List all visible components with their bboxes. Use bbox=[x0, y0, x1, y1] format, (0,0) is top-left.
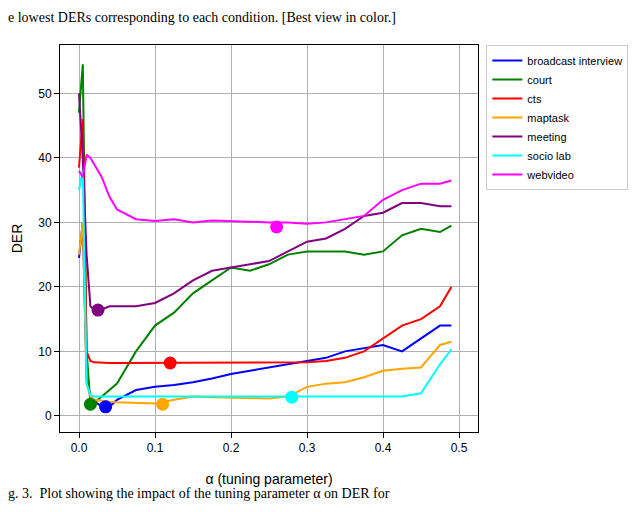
svg-text:30: 30 bbox=[38, 216, 52, 230]
svg-text:0.3: 0.3 bbox=[299, 441, 316, 455]
svg-text:40: 40 bbox=[38, 151, 52, 165]
svg-text:cts: cts bbox=[527, 93, 542, 105]
svg-text:0: 0 bbox=[45, 409, 52, 423]
svg-text:broadcast interview: broadcast interview bbox=[527, 55, 622, 67]
svg-text:webvideo: webvideo bbox=[526, 169, 573, 181]
svg-text:e lowest DERs corresponding to: e lowest DERs corresponding to each cond… bbox=[8, 10, 396, 25]
svg-text:0.2: 0.2 bbox=[223, 441, 240, 455]
svg-text:meeting: meeting bbox=[527, 131, 566, 143]
svg-text:10: 10 bbox=[38, 345, 52, 359]
svg-text:0.5: 0.5 bbox=[451, 441, 468, 455]
svg-text:α (tuning parameter): α (tuning parameter) bbox=[205, 471, 332, 487]
svg-text:court: court bbox=[527, 74, 551, 86]
svg-text:g. 3. Plot showing the impact: g. 3. Plot showing the impact of the tun… bbox=[8, 486, 390, 501]
svg-text:DER: DER bbox=[9, 224, 25, 254]
svg-text:20: 20 bbox=[38, 280, 52, 294]
svg-text:50: 50 bbox=[38, 87, 52, 101]
svg-text:0.1: 0.1 bbox=[147, 441, 164, 455]
svg-text:0.0: 0.0 bbox=[71, 441, 88, 455]
svg-text:0.4: 0.4 bbox=[375, 441, 392, 455]
svg-text:socio lab: socio lab bbox=[527, 150, 570, 162]
svg-text:maptask: maptask bbox=[527, 112, 569, 124]
